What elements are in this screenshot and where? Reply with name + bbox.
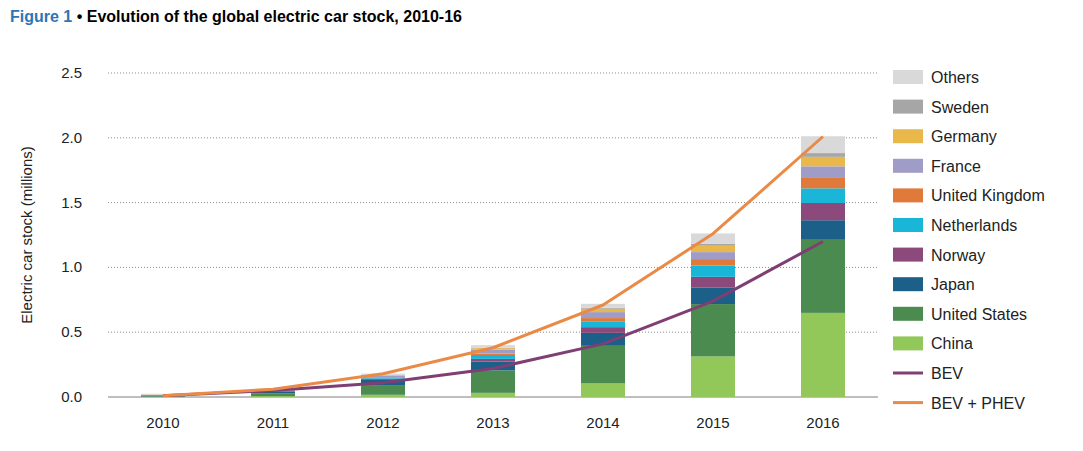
title: Figure 1 • Evolution of the global elect… — [10, 8, 462, 25]
bar-segment — [691, 246, 735, 252]
bar-segment — [801, 153, 845, 157]
legend-swatch — [893, 100, 923, 114]
x-tick-label: 2010 — [146, 414, 179, 431]
bar-segment — [471, 393, 515, 397]
legend-swatch — [893, 159, 923, 173]
bar-segment — [801, 220, 845, 240]
plot-area — [141, 136, 845, 397]
bar-segment — [691, 259, 735, 265]
bar-segment — [691, 252, 735, 259]
legend-swatch — [893, 277, 923, 291]
chart: Figure 1 • Evolution of the global elect… — [0, 0, 1083, 451]
x-tick-label: 2012 — [366, 414, 399, 431]
grid-line — [108, 332, 878, 333]
bar-segment — [581, 308, 625, 309]
bar-segment — [801, 177, 845, 188]
legend-label: BEV — [931, 365, 963, 382]
y-tick-label: 1.5 — [61, 194, 82, 211]
bar-segment — [581, 321, 625, 327]
legend-label: Sweden — [931, 99, 989, 116]
legend-swatch — [893, 401, 923, 404]
bar-segment — [581, 383, 625, 397]
y-tick-label: 2.0 — [61, 129, 82, 146]
x-tick-label: 2011 — [257, 414, 289, 431]
y-axis-range — [108, 73, 109, 397]
bar-segment — [361, 385, 405, 395]
legend-label: BEV + PHEV — [931, 395, 1025, 412]
grid-line — [108, 137, 878, 138]
x-tick-label: 2016 — [806, 414, 839, 431]
bar-segment — [471, 355, 515, 359]
y-tick-label: 0.0 — [61, 388, 82, 405]
x-tick-label: 2014 — [586, 414, 619, 431]
bar-segment — [251, 394, 295, 397]
legend-swatch — [893, 218, 923, 232]
legend-label: Japan — [931, 276, 975, 293]
bar-segment — [801, 313, 845, 397]
legend-label: China — [931, 335, 973, 352]
x-tick-label: 2013 — [476, 414, 509, 431]
legend-swatch — [893, 336, 923, 350]
legend-label: United States — [931, 306, 1027, 323]
legend-swatch — [893, 307, 923, 321]
legend-label: Netherlands — [931, 217, 1017, 234]
legend-label: United Kingdom — [931, 187, 1045, 204]
bar-segment — [581, 318, 625, 321]
legend-label: Others — [931, 69, 979, 86]
bar-segment — [691, 356, 735, 397]
bar-segment — [361, 377, 405, 379]
grid-line — [108, 202, 878, 203]
bar-segment — [471, 359, 515, 362]
legend-swatch — [893, 70, 923, 84]
y-tick-label: 1.0 — [61, 258, 82, 275]
y-tick-label: 2.5 — [61, 64, 82, 81]
bar-segment — [691, 304, 735, 356]
y-axis-label: Electric car stock (millions) — [18, 146, 35, 324]
bar-segment — [581, 327, 625, 333]
grid-line — [108, 73, 878, 74]
legend-label: Norway — [931, 247, 985, 264]
line-series — [163, 241, 823, 395]
bar-segment — [691, 265, 735, 276]
y-tick-label: 0.5 — [61, 323, 82, 340]
line-series — [163, 137, 823, 396]
bar-segment — [801, 157, 845, 166]
legend-label: Germany — [931, 128, 997, 145]
legend-swatch — [893, 129, 923, 143]
bar-segment — [801, 166, 845, 177]
bar-segment — [361, 395, 405, 397]
bar-segment — [471, 370, 515, 392]
legend-swatch — [893, 372, 923, 375]
bar-segment — [801, 203, 845, 220]
legend-swatch — [893, 188, 923, 202]
legend-swatch — [893, 248, 923, 262]
grid-line — [108, 267, 878, 268]
bar-segment — [471, 354, 515, 355]
bar-segment — [801, 188, 845, 203]
bar-segment — [581, 312, 625, 318]
legend-label: France — [931, 158, 981, 175]
bar-segment — [691, 277, 735, 288]
x-tick-label: 2015 — [696, 414, 729, 431]
bar-segment — [581, 346, 625, 384]
